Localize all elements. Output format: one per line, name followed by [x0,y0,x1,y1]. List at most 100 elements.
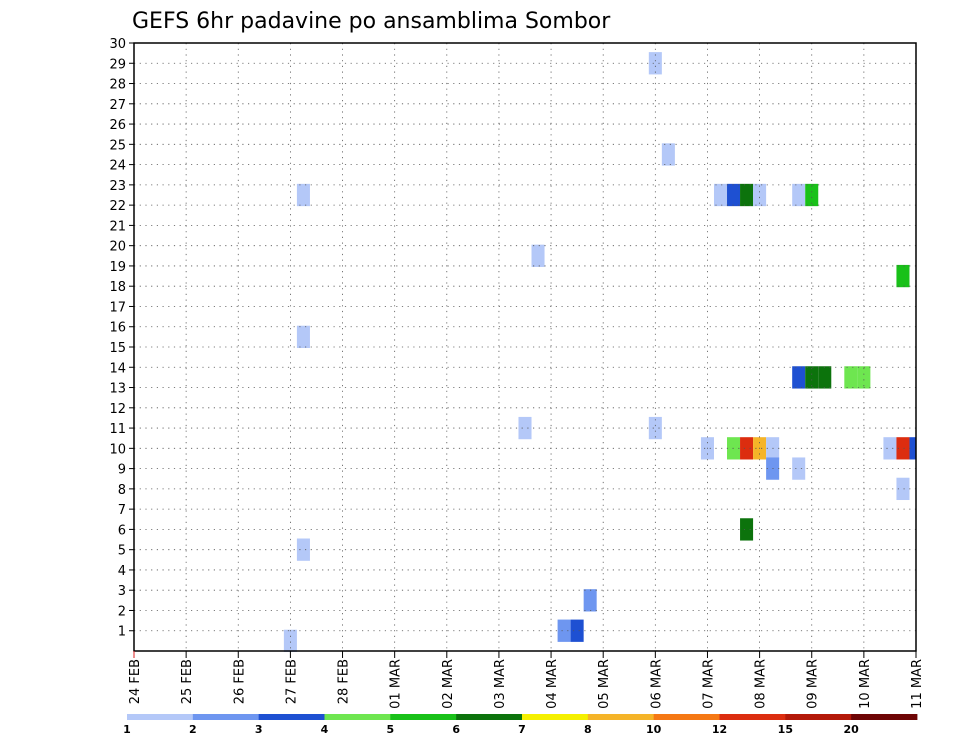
x-tick-label: 02 MAR [441,659,456,709]
precip-cell [531,244,545,267]
y-tick-label: 25 [109,138,126,153]
precip-cell [805,366,819,389]
chart-title: GEFS 6hr padavine po ansamblima Sombor [132,9,611,34]
y-tick-label: 17 [109,300,126,315]
x-tick-label: 25 FEB [180,659,195,704]
y-tick-label: 20 [109,240,126,255]
grid-lines [134,42,916,651]
legend-swatch [522,714,589,720]
y-tick-label: 10 [109,442,126,457]
x-tick-label: 03 MAR [493,659,508,709]
y-tick-label: 4 [118,564,126,579]
legend-label: 15 [778,723,793,736]
legend-swatch [324,714,391,720]
y-tick-label: 21 [109,219,126,234]
legend-swatch [456,714,523,720]
precip-cell [883,437,897,460]
y-axis: 1234567891011121314151617181920212223242… [109,37,134,640]
precip-cell [909,437,916,460]
y-tick-label: 28 [109,78,126,93]
precip-cell [896,437,910,460]
y-tick-label: 27 [109,98,126,113]
y-tick-label: 19 [109,260,126,275]
x-tick-label: 04 MAR [545,659,560,709]
precip-cell [713,183,728,207]
x-tick-label: 01 MAR [389,659,404,709]
y-tick-label: 23 [109,179,126,194]
y-tick-label: 13 [109,382,126,397]
precip-cell [727,183,741,207]
precipitation-cells [283,52,916,653]
precip-cell [283,629,297,653]
precip-cell [792,366,806,389]
legend-label: 7 [518,723,526,736]
precip-cell [740,518,754,541]
precip-cell [296,183,310,207]
legend-label: 2 [189,723,197,736]
legend-label: 8 [584,723,592,736]
legend-swatch [653,714,720,720]
legend-swatch [851,714,918,720]
x-tick-label: 09 MAR [806,659,821,709]
y-tick-label: 9 [118,463,126,478]
x-tick-label: 11 MAR [910,659,925,709]
legend-swatch [390,714,457,720]
precip-cell [296,325,310,349]
legend-label: 3 [255,723,263,736]
precip-cell [792,457,806,480]
precip-cell [844,366,858,389]
legend-label: 4 [321,723,329,736]
x-tick-label: 10 MAR [858,659,873,709]
y-tick-label: 30 [109,37,126,52]
x-tick-label: 06 MAR [649,659,664,709]
x-tick-label: 24 FEB [128,659,143,704]
legend-label: 12 [712,723,727,736]
y-tick-label: 16 [109,321,126,336]
precip-cell [661,143,675,166]
precip-cell [805,183,819,207]
x-tick-label: 27 FEB [284,659,299,704]
y-tick-label: 7 [118,503,126,518]
y-tick-label: 15 [109,341,126,356]
y-tick-label: 24 [109,159,126,174]
y-tick-label: 3 [118,584,126,599]
legend-label: 5 [387,723,395,736]
precip-cell [518,416,532,440]
precip-cell [740,437,754,460]
y-tick-label: 11 [109,422,126,437]
x-tick-label: 07 MAR [701,659,716,709]
precip-cell [857,366,871,389]
legend-swatch [719,714,786,720]
precip-cell [648,416,662,440]
x-axis: 24 FEB 25 FEB 26 FEB 27 FEB 28 FEB 01 MAR 02 M… [128,651,925,709]
precip-cell [583,589,597,612]
y-tick-label: 6 [118,523,126,538]
y-tick-label: 26 [109,118,126,133]
precip-cell [570,619,584,642]
legend-label: 10 [646,723,662,736]
x-tick-label: 26 FEB [232,659,247,704]
precip-cell [896,477,910,501]
legend-swatch [192,714,260,720]
y-tick-label: 29 [109,57,126,72]
x-tick-label: 28 FEB [337,659,352,704]
legend-swatch [258,714,325,720]
legend-swatch [127,714,194,720]
y-tick-label: 5 [118,544,126,559]
precip-cell [648,52,662,75]
legend-swatch [785,714,852,720]
color-legend: 1 2 3 4 5 6 7 8 10 12 15 20 [123,714,918,736]
legend-label: 1 [123,723,131,736]
y-tick-label: 1 [118,625,126,640]
precip-cell [296,538,310,561]
x-tick-label: 08 MAR [754,659,769,709]
precip-cell [753,183,767,207]
precip-cell [818,366,832,389]
y-tick-label: 14 [109,361,126,376]
legend-label: 6 [452,723,460,736]
precip-cell [792,183,806,207]
y-tick-label: 22 [109,199,126,214]
y-tick-label: 8 [118,483,126,498]
plot-frame [133,42,917,652]
